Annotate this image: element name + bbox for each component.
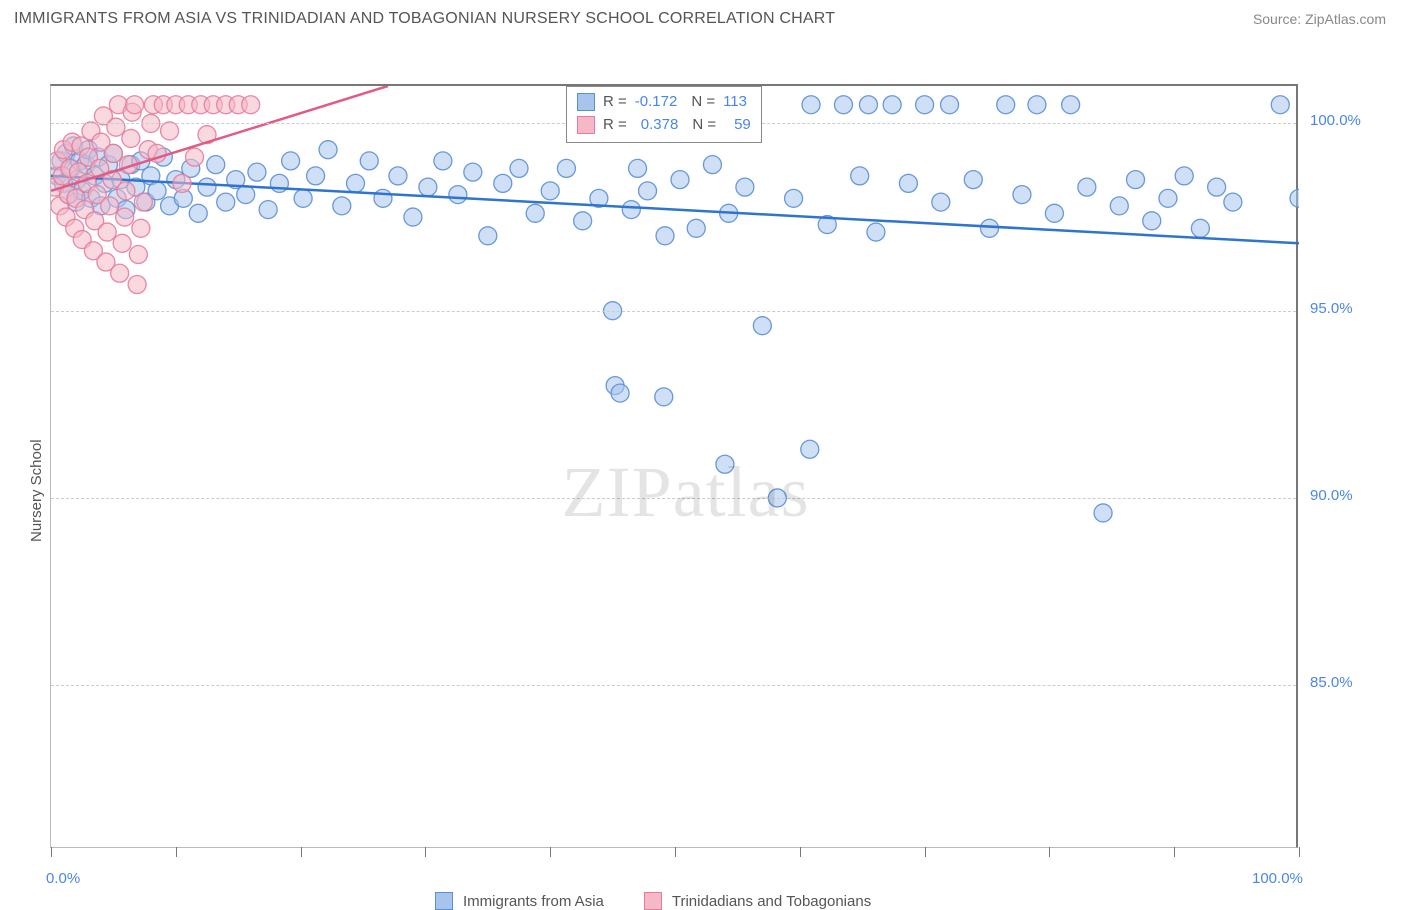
legend-stats-row-asia: R = -0.172 N = 113 <box>577 91 751 114</box>
chart-title: IMMIGRANTS FROM ASIA VS TRINIDADIAN AND … <box>14 10 835 28</box>
legend-stats-row-tt: R = 0.378 N = 59 <box>577 114 751 137</box>
legend-label-asia: Immigrants from Asia <box>463 893 604 910</box>
legend-n-tt: 59 <box>734 114 751 137</box>
swatch-icon <box>577 116 595 134</box>
y-tick-label: 95.0% <box>1310 300 1353 317</box>
legend-stats: R = -0.172 N = 113 R = 0.378 N = 59 <box>566 86 762 143</box>
x-anchor-left: 0.0% <box>46 870 80 887</box>
y-tick-label: 90.0% <box>1310 487 1353 504</box>
plot-area <box>50 84 1298 848</box>
swatch-icon <box>577 93 595 111</box>
legend-n-asia: 113 <box>723 91 747 114</box>
source-label: Source: ZipAtlas.com <box>1253 11 1386 27</box>
swatch-icon <box>435 892 453 910</box>
swatch-icon <box>644 892 662 910</box>
scatter-svg <box>51 86 1299 850</box>
y-tick-label: 100.0% <box>1310 112 1361 129</box>
y-tick-label: 85.0% <box>1310 674 1353 691</box>
legend-r-tt: 0.378 <box>641 114 679 137</box>
legend-series: Immigrants from Asia Trinidadians and To… <box>435 892 871 910</box>
legend-label-tt: Trinidadians and Tobagonians <box>672 893 871 910</box>
y-axis-title: Nursery School <box>28 440 45 543</box>
legend-r-asia: -0.172 <box>635 91 678 114</box>
header: IMMIGRANTS FROM ASIA VS TRINIDADIAN AND … <box>0 0 1406 36</box>
x-anchor-right: 100.0% <box>1252 870 1303 887</box>
